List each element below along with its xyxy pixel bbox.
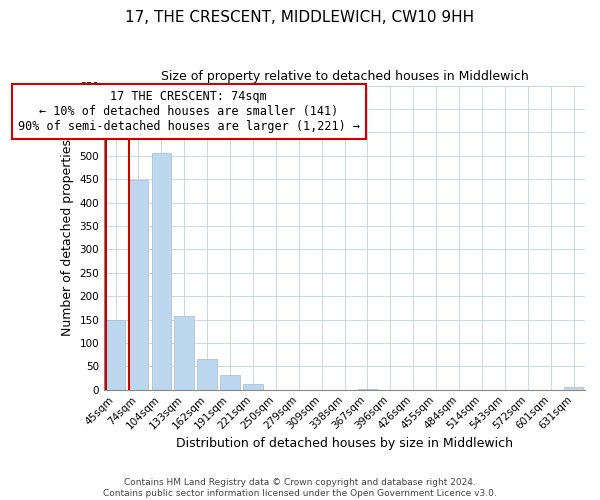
- Bar: [358, 389, 377, 390]
- Bar: [106, 320, 125, 390]
- Text: Contains HM Land Registry data © Crown copyright and database right 2024.
Contai: Contains HM Land Registry data © Crown c…: [103, 478, 497, 498]
- Bar: [564, 388, 583, 390]
- Bar: [243, 384, 263, 390]
- Bar: [128, 180, 148, 390]
- Text: 17 THE CRESCENT: 74sqm
← 10% of detached houses are smaller (141)
90% of semi-de: 17 THE CRESCENT: 74sqm ← 10% of detached…: [18, 90, 360, 133]
- Bar: [197, 360, 217, 390]
- Y-axis label: Number of detached properties: Number of detached properties: [61, 139, 74, 336]
- Text: 17, THE CRESCENT, MIDDLEWICH, CW10 9HH: 17, THE CRESCENT, MIDDLEWICH, CW10 9HH: [125, 10, 475, 25]
- Bar: [175, 316, 194, 390]
- X-axis label: Distribution of detached houses by size in Middlewich: Distribution of detached houses by size …: [176, 437, 513, 450]
- Title: Size of property relative to detached houses in Middlewich: Size of property relative to detached ho…: [161, 70, 529, 83]
- Bar: [152, 154, 171, 390]
- Bar: [220, 375, 240, 390]
